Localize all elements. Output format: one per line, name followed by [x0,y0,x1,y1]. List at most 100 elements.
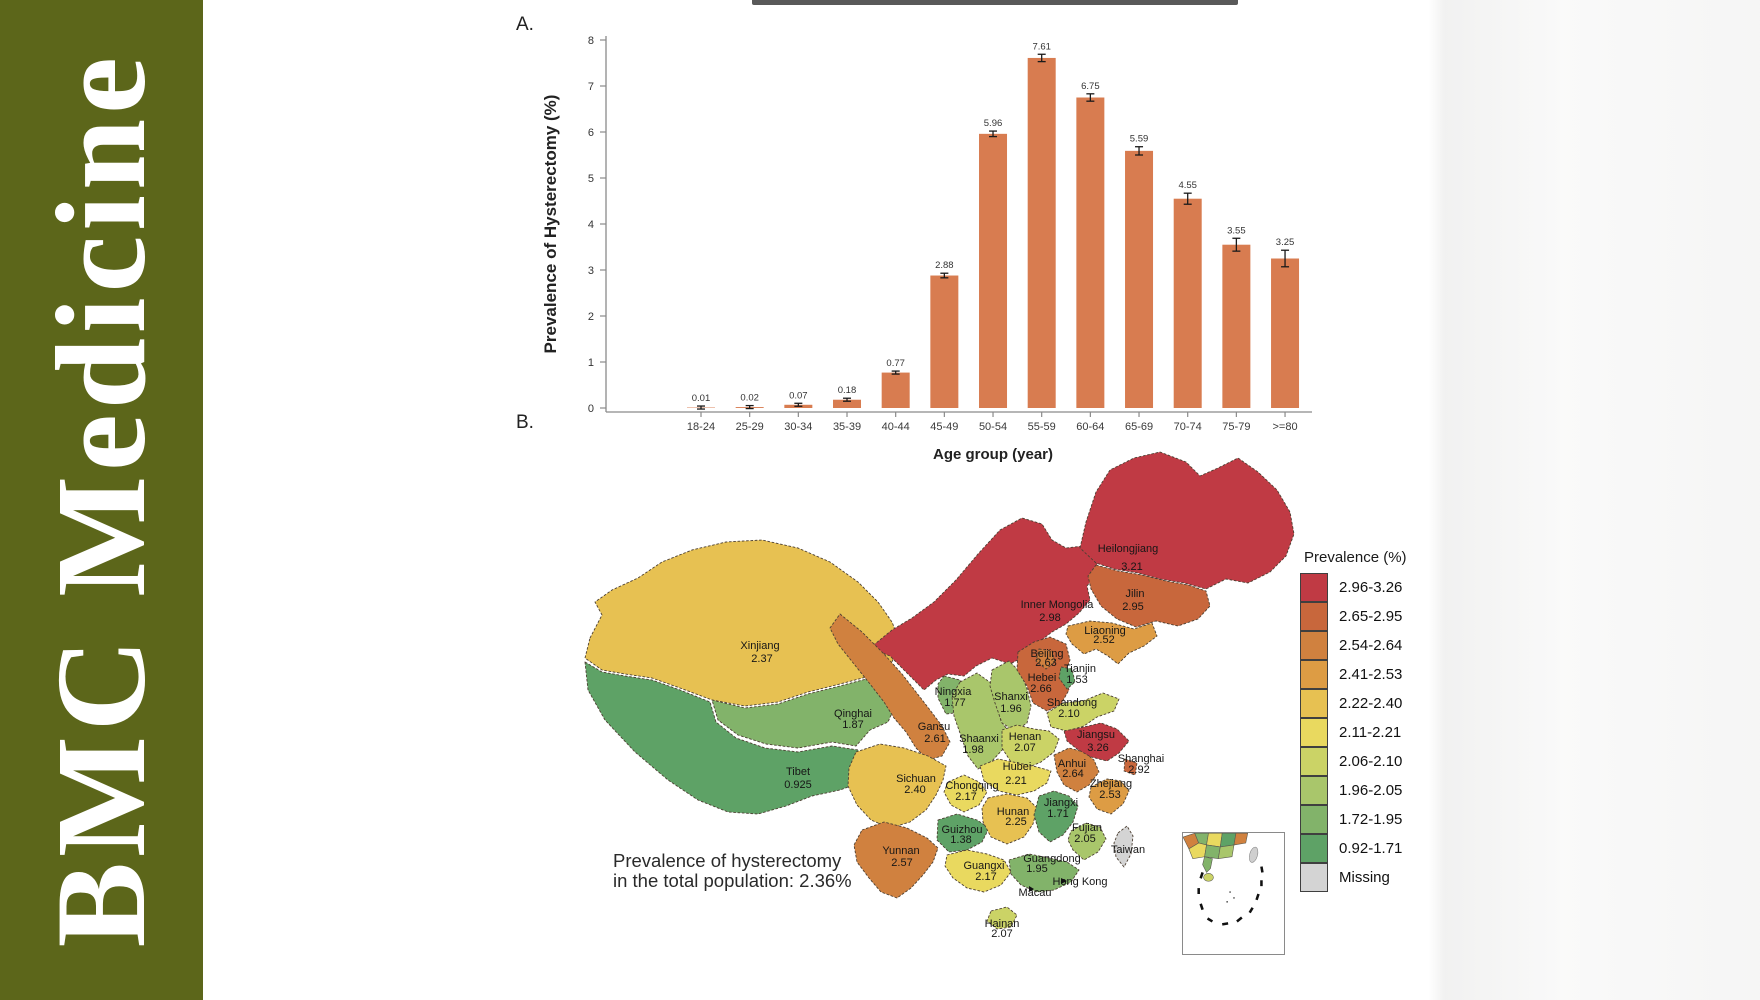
map-label-hubei: Hubei [1003,761,1032,773]
legend-swatch [1300,775,1328,805]
map-value-qinghai: 1.87 [842,719,863,731]
map-value-jilin: 2.95 [1122,601,1143,613]
legend-item-10: Missing [1300,862,1407,892]
map-label-guangdong: Guangdong [1023,853,1081,865]
panel-b-label: B. [516,412,534,433]
bar-value-label: 3.55 [1227,225,1246,236]
map-label-ningxia: Ningxia [935,686,973,698]
map-label-guangxi: Guangxi [964,860,1005,872]
map-label-henan: Henan [1009,731,1041,743]
map-value-anhui: 2.64 [1062,768,1083,780]
bar-value-label: 5.59 [1130,134,1149,145]
south-china-sea-inset [1182,832,1285,955]
journal-title: BMC Medicine [30,52,172,948]
cropped-top-edge [752,0,1238,5]
province-hainan [986,906,1018,930]
inset-map [1183,833,1264,926]
legend-label: 1.72-1.95 [1339,811,1403,828]
x-tick-label: 60-64 [1076,421,1104,433]
bar-70-74 [1173,198,1202,408]
y-tick-label: 8 [588,35,594,47]
legend-swatch [1300,746,1328,776]
map-value-hebei: 2.66 [1030,683,1051,695]
province-beijing [1035,648,1056,670]
taiwan-label: Taiwan [1111,844,1145,856]
map-value-shanghai: 2.92 [1128,764,1149,776]
x-tick-label: >=80 [1272,421,1297,433]
bar-value-label: 3.25 [1276,237,1295,248]
map-value-tianjin: 1.53 [1066,674,1087,686]
bar-value-label: 6.75 [1081,81,1100,92]
map-label-jiangsu: Jiangsu [1077,729,1115,741]
bar-value-label: 7.61 [1032,41,1051,52]
map-label-anhui: Anhui [1058,758,1086,770]
map-label-shandong: Shandong [1047,697,1097,709]
province-labels: Taiwan Hong Kong Macau Heilongjiang 3.21 J… [740,543,1164,940]
legend-swatch [1300,601,1328,631]
legend-label: 2.96-3.26 [1339,579,1403,596]
legend-label: 2.41-2.53 [1339,666,1403,683]
china-choropleth-map: Taiwan Hong Kong Macau Heilongjiang 3.21 J… [584,451,1295,940]
province-guangxi [944,849,1012,893]
bar->=80 [1271,258,1300,408]
map-legend: Prevalence (%) 2.96-3.26 2.65-2.95 2.54-2.… [1300,549,1407,892]
bar-value-label: 4.55 [1178,180,1197,191]
note-line-2: in the total population: 2.36% [613,870,852,891]
legend-swatch [1300,630,1328,660]
map-value-henan: 2.07 [1014,742,1035,754]
inset-patch [1217,844,1235,860]
province-shapes [584,451,1295,930]
map-value-inner_mongolia: 2.98 [1039,612,1060,624]
legend-item-4: 2.22-2.40 [1300,688,1407,718]
map-label-shanxi: Shanxi [994,691,1028,703]
x-tick-label: 70-74 [1174,421,1202,433]
journal-banner: BMC Medicine [0,0,203,1000]
bar-75-79 [1222,244,1251,408]
province-heilongjiang [1079,451,1295,590]
map-value-tibet: 0.925 [784,779,812,791]
bar-value-label: 0.01 [692,393,711,404]
panel-a-label: A. [516,14,534,35]
map-value-beijing: 2.63 [1035,657,1056,669]
legend-label: 0.92-1.71 [1339,840,1403,857]
province-shanghai [1123,758,1138,776]
x-tick-label: 25-29 [736,421,764,433]
legend-swatch [1300,688,1328,718]
nine-dash-line [1197,866,1264,926]
map-value-shandong: 2.10 [1058,708,1079,720]
map-value-hainan: 2.07 [991,928,1012,940]
province-tibet [584,661,871,815]
macau-label: Macau [1018,887,1051,899]
map-value-chongqing: 2.17 [955,791,976,803]
total-prevalence-note: Prevalence of hysterectomy in the total … [613,851,852,891]
map-label-yunnan: Yunnan [882,845,919,857]
map-label-tibet: Tibet [786,766,810,778]
map-label-heilongjiang: Heilongjiang [1098,543,1159,555]
legend-item-0: 2.96-3.26 [1300,572,1407,602]
bar-value-label: 2.88 [935,260,954,271]
province-hunan [981,793,1038,845]
map-label-jilin: Jilin [1126,588,1145,600]
province-zhejiang [1088,778,1130,815]
province-hebei [1016,636,1071,712]
x-tick-label: 50-54 [979,421,1007,433]
map-label-qinghai: Qinghai [834,708,872,720]
inset-island-dot [1226,901,1228,903]
map-value-guizhou: 1.38 [950,834,971,846]
legend-item-7: 1.96-2.05 [1300,775,1407,805]
x-tick-label: 65-69 [1125,421,1153,433]
bar-35-39 [833,399,862,408]
map-value-ningxia: 1.77 [944,697,965,709]
province-tianjin [1058,666,1076,690]
province-henan [1001,724,1060,769]
bar-value-label: 0.18 [838,385,857,396]
map-label-fujian: Fujian [1072,822,1102,834]
map-value-heilongjiang: 3.21 [1121,561,1142,573]
bar-50-54 [979,133,1008,408]
province-gansu [829,613,951,761]
legend-swatch [1300,572,1328,602]
legend-swatch [1300,804,1328,834]
y-tick-label: 2 [588,311,594,323]
inset-taiwan [1249,846,1259,863]
